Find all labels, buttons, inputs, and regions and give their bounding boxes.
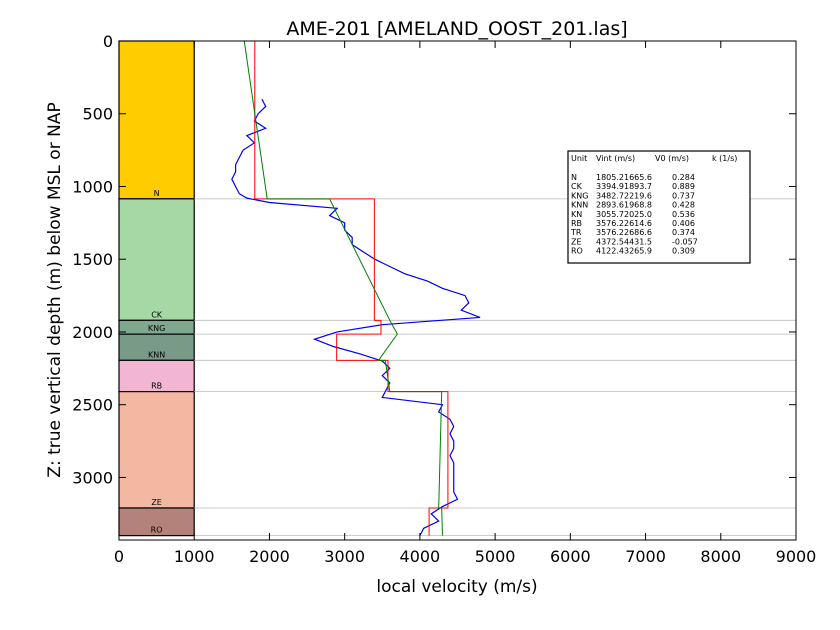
legend-box: Unit Vint (m/s) V0 (m/s) k (1/s) N 1805.2 1665… [567,150,751,264]
unit-block-ze [118,391,195,509]
legend-header-cell: Vint (m/s) [596,154,635,163]
legend-value-cell: 0.284 [672,173,695,182]
legend-value-cell: 2614.6 [624,219,652,228]
unit-label-ck: CK [151,310,163,319]
x-tick-label: 3000 [324,547,365,566]
unit-block-n [118,40,195,200]
legend-value-cell: 0.428 [672,201,695,210]
x-tick-label: 2000 [249,547,290,566]
plot-frame [118,40,797,541]
legend-value-cell: 2219.6 [624,191,652,200]
legend-value-cell: 0.536 [672,210,695,219]
legend-value-cell: 0.737 [672,191,695,200]
legend-header-cell: V0 (m/s) [655,154,689,163]
legend-value-cell: 1805.2 [596,173,624,182]
unit-label-kng: KNG [148,324,165,333]
legend-value-cell: 4122.4 [596,247,624,256]
legend-value-cell: 3055.7 [596,210,624,219]
x-tick-label: 1000 [174,547,215,566]
legend-value-cell: 2893.6 [596,201,624,210]
x-tick-label: 6000 [550,547,591,566]
legend-unit-cell: KN [571,210,582,219]
legend-value-cell: -0.057 [672,237,698,246]
legend-frame [567,150,751,264]
y-tick-label: 1000 [72,177,113,196]
legend-value-cell: 1968.8 [624,201,652,210]
legend-value-cell: 1893.7 [624,182,652,191]
legend-unit-cell: CK [571,182,583,191]
unit-block-ro [118,507,195,537]
velocity-log [231,98,481,536]
x-tick-label: 8000 [700,547,741,566]
legend-value-cell: 0.406 [672,219,695,228]
legend-value-cell: 4431.5 [624,237,652,246]
legend-value-cell: 3394.9 [596,182,624,191]
legend-value-cell: 3265.9 [624,247,652,256]
model-velocity-line [243,40,443,536]
y-tick-label: 500 [82,105,113,124]
interval-velocity-steps [254,41,449,536]
legend-header-cell: Unit [571,154,587,163]
legend-value-cell: 0.889 [672,182,695,191]
x-tick-label: 5000 [475,547,516,566]
legend-unit-cell: KNN [571,201,588,210]
y-tick-label: 2500 [72,396,113,415]
legend-unit-cell: ZE [571,237,582,246]
legend-unit-cell: N [571,173,577,182]
legend-value-cell: 4372.5 [596,237,624,246]
chart-title: AME-201 [AMELAND_OOST_201.las] [286,18,627,40]
legend-unit-cell: RB [571,219,582,228]
legend-value-cell: 3482.7 [596,191,624,200]
legend-value-cell: 2686.6 [624,228,652,237]
y-tick-label: 3000 [72,468,113,487]
unit-label-n: N [154,189,160,198]
x-axis-label: local velocity (m/s) [376,577,537,597]
y-tick-label: 1500 [72,250,113,269]
legend-header-cell: k (1/s) [712,154,737,163]
legend-unit-cell: RO [571,247,583,256]
legend-value-cell: 2025.0 [624,210,652,219]
legend-unit-cell: TR [570,228,582,237]
stratigraphic-column: N CK KNG KNN RB ZE RO [118,40,195,537]
x-tick-label: 9000 [776,547,817,566]
interval-velocity-line [254,41,449,536]
axis-ticks: 0 1000 2000 3000 4000 5000 6000 7000 8000 9000 0 50… [72,32,816,566]
unit-label-ro: RO [151,526,163,535]
y-tick-label: 0 [103,32,113,51]
unit-label-knn: KNN [148,350,165,359]
legend-value-cell: 0.374 [672,228,695,237]
y-axis-label: Z: true vertical depth (m) below MSL or … [45,102,65,477]
unit-block-knn [118,333,195,361]
unit-label-rb: RB [151,382,162,391]
unit-block-rb [118,359,195,393]
legend-value-cell: 1665.6 [624,173,652,182]
legend-unit-cell: KNG [571,191,588,200]
unit-block-ck [118,198,195,321]
x-tick-label: 0 [114,547,124,566]
legend-value-cell: 3576.2 [596,219,624,228]
x-tick-label: 7000 [625,547,666,566]
y-tick-label: 2000 [72,323,113,342]
legend-value-cell: 0.309 [672,247,695,256]
model-velocity-line [243,40,443,536]
unit-label-ze: ZE [151,498,162,507]
velocity-log-line [231,98,481,536]
legend-value-cell: 3576.2 [596,228,624,237]
x-tick-label: 4000 [400,547,441,566]
